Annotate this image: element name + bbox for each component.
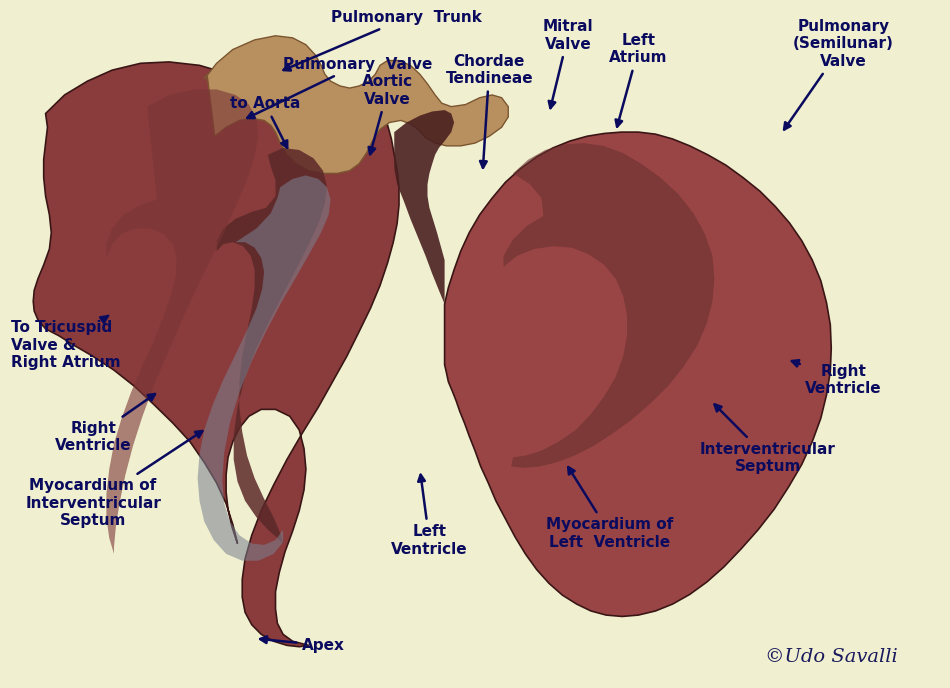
Polygon shape (445, 132, 831, 616)
Polygon shape (217, 148, 327, 544)
Text: Myocardium of
Interventricular
Septum: Myocardium of Interventricular Septum (25, 431, 202, 528)
Text: To Tricuspid
Valve &
Right Atrium: To Tricuspid Valve & Right Atrium (11, 316, 121, 370)
Text: Pulmonary
(Semilunar)
Valve: Pulmonary (Semilunar) Valve (784, 19, 894, 129)
Text: Mitral
Valve: Mitral Valve (542, 19, 594, 108)
Text: Left
Ventricle: Left Ventricle (391, 475, 467, 557)
Text: Left
Atrium: Left Atrium (609, 33, 668, 127)
Text: Right
Ventricle: Right Ventricle (55, 394, 155, 453)
Text: Apex: Apex (260, 636, 345, 653)
Polygon shape (394, 110, 454, 304)
Text: Right
Ventricle: Right Ventricle (792, 361, 882, 396)
Polygon shape (33, 62, 399, 647)
Polygon shape (106, 89, 258, 554)
Polygon shape (198, 175, 331, 561)
Text: Chordae
Tendineae: Chordae Tendineae (446, 54, 533, 168)
Text: Interventricular
Septum: Interventricular Septum (699, 405, 836, 474)
Polygon shape (204, 36, 508, 173)
Text: ©Udo Savalli: ©Udo Savalli (765, 648, 898, 666)
Text: Pulmonary  Valve: Pulmonary Valve (247, 57, 432, 118)
Text: Pulmonary  Trunk: Pulmonary Trunk (283, 10, 482, 70)
Polygon shape (504, 143, 714, 468)
Text: to Aorta: to Aorta (230, 96, 300, 148)
Text: Myocardium of
Left  Ventricle: Myocardium of Left Ventricle (546, 467, 674, 550)
Text: Aortic
Valve: Aortic Valve (362, 74, 413, 154)
